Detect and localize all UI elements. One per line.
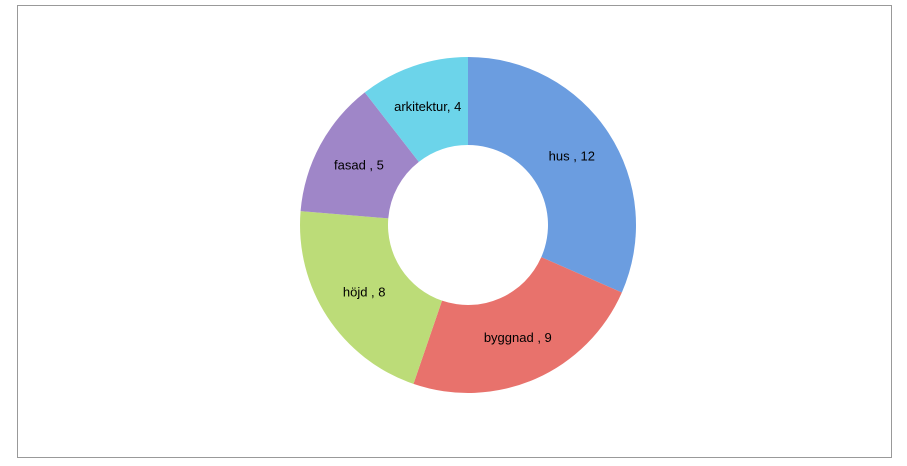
- data-label: byggnad , 9: [484, 330, 552, 345]
- data-label: fasad , 5: [334, 157, 384, 172]
- donut-slice: [299, 211, 443, 384]
- donut-slice: [364, 57, 468, 162]
- data-label: arkitektur, 4: [394, 99, 461, 114]
- donut-slice: [468, 57, 636, 293]
- data-label: hus , 12: [549, 149, 595, 164]
- data-label: höjd , 8: [343, 284, 386, 299]
- donut-slice: [300, 92, 419, 219]
- donut-slice: [413, 257, 622, 393]
